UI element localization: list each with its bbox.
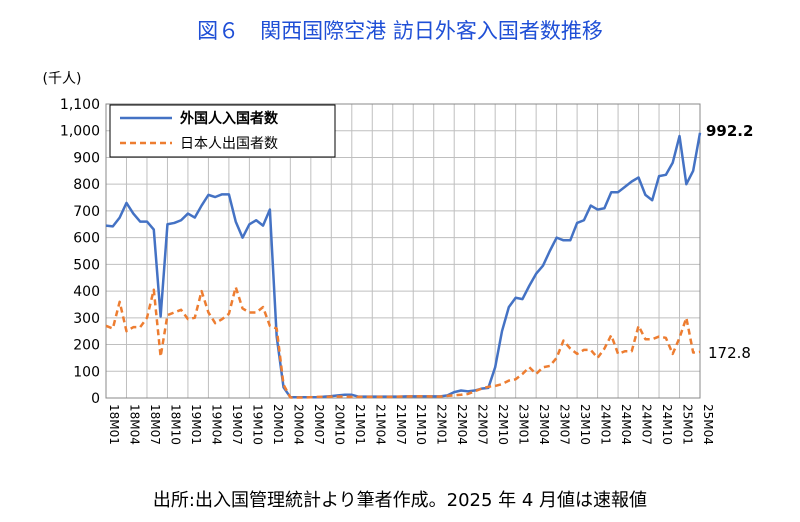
y-tick-label: 300	[73, 311, 100, 327]
y-axis: 0 100 200 300 400 500 600 700 800 900 1,000 1,100	[60, 97, 100, 407]
x-tick-label: 18M10	[168, 404, 182, 445]
y-tick-label: 400	[73, 284, 100, 300]
legend-label-japanese-departures: 日本人出国者数	[180, 136, 278, 152]
x-tick-label: 19M01	[189, 404, 203, 445]
x-tick-label: 21M07	[394, 404, 408, 445]
x-tick-label: 18M01	[107, 404, 121, 445]
x-tick-label: 22M10	[496, 404, 510, 445]
y-tick-label: 700	[73, 204, 100, 220]
x-tick-label: 23M10	[578, 404, 592, 445]
x-tick-label: 25M01	[681, 404, 695, 445]
x-tick-label: 24M07	[640, 404, 654, 445]
y-tick-label: 100	[73, 364, 100, 380]
plot-area	[105, 103, 701, 399]
series-line-foreign-entrants	[105, 132, 702, 399]
y-tick-label: 1,100	[60, 97, 100, 113]
x-tick-label: 23M07	[558, 404, 572, 445]
source-note: 出所:出入国管理統計より筆者作成。2025 年 4 月値は速報値	[153, 490, 647, 511]
chart-title: 図６ 関西国際空港 訪日外客入国者数推移	[197, 19, 603, 43]
x-tick-label: 22M07	[476, 404, 490, 445]
y-axis-unit-label: (千人)	[43, 71, 82, 87]
x-tick-label: 23M04	[537, 404, 551, 445]
x-tick-label: 18M04	[127, 404, 141, 445]
x-tick-label: 21M10	[414, 404, 428, 445]
y-tick-label: 1,000	[60, 124, 100, 140]
legend-label-foreign-entrants: 外国人入国者数	[180, 110, 279, 127]
x-tick-label: 19M07	[230, 404, 244, 445]
legend: 外国人入国者数 日本人出国者数	[109, 104, 336, 158]
x-tick-label: 25M04	[701, 404, 715, 445]
x-tick-label: 24M04	[619, 404, 633, 445]
x-tick-label: 24M01	[599, 404, 613, 445]
end-label-foreign-entrants: 992.2	[706, 122, 753, 140]
end-label-japanese-departures: 172.8	[708, 344, 751, 362]
x-tick-label: 24M10	[660, 404, 674, 445]
x-tick-label: 19M10	[250, 404, 264, 445]
legend-box	[109, 104, 336, 158]
y-tick-label: 600	[73, 231, 100, 247]
x-tick-label: 20M07	[312, 404, 326, 445]
x-tick-label: 20M10	[332, 404, 346, 445]
y-tick-label: 500	[73, 257, 100, 273]
series-line-japanese-departures	[105, 285, 701, 399]
x-tick-label: 21M04	[373, 404, 387, 445]
x-tick-label: 20M04	[291, 404, 305, 445]
x-tick-label: 21M01	[353, 404, 367, 445]
x-axis: 18M01 18M04 18M07 18M10 19M01 19M04 19M07 19M10…	[107, 404, 715, 445]
x-tick-label: 22M01	[435, 404, 449, 445]
x-tick-label: 20M01	[271, 404, 285, 445]
x-tick-label: 23M01	[517, 404, 531, 445]
x-tick-label: 18M07	[148, 404, 162, 445]
y-tick-label: 0	[91, 391, 100, 407]
series-lines	[105, 132, 702, 399]
y-tick-label: 200	[73, 338, 100, 354]
x-tick-label: 19M04	[209, 404, 223, 445]
y-tick-label: 900	[73, 150, 100, 166]
x-tick-label: 22M04	[455, 404, 469, 445]
y-tick-label: 800	[73, 177, 100, 193]
